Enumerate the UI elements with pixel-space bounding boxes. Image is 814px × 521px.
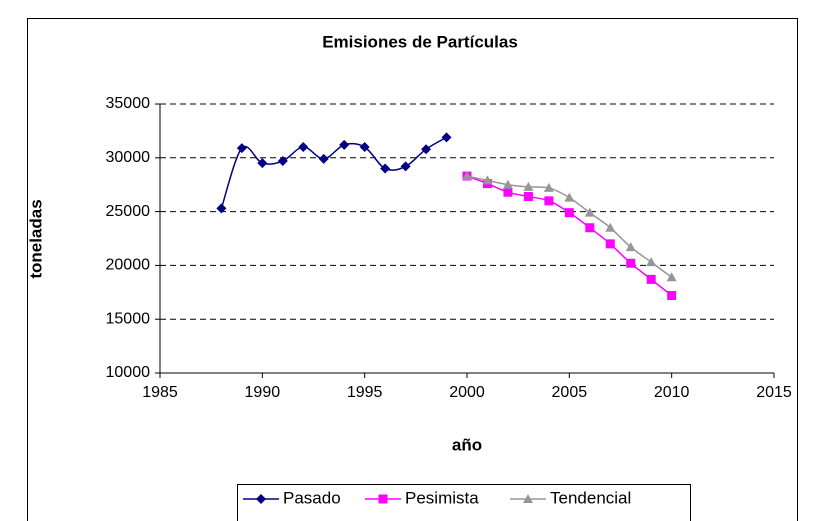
y-tick-label: 15000 [106, 310, 151, 327]
data-point [400, 161, 411, 172]
data-point [564, 192, 575, 202]
data-point [298, 142, 309, 153]
x-tick-label: 2010 [654, 384, 690, 401]
x-tick-label: 1995 [347, 384, 383, 401]
chart-frame [27, 18, 798, 521]
data-point [462, 171, 472, 181]
data-point [502, 179, 513, 189]
data-point [544, 196, 554, 206]
data-point [216, 203, 227, 214]
data-point [421, 144, 432, 155]
y-tick-label: 25000 [106, 203, 151, 220]
legend [237, 484, 691, 521]
legend-label: Pasado [283, 488, 341, 507]
data-point [277, 156, 288, 167]
data-point [503, 187, 513, 197]
data-point [441, 132, 452, 143]
y-tick-label: 10000 [106, 364, 151, 381]
data-point [646, 257, 657, 267]
y-tick-label: 35000 [106, 95, 151, 112]
legend-label: Tendencial [550, 488, 631, 507]
data-point [523, 192, 533, 202]
y-axis-label: toneladas [26, 199, 45, 278]
data-point [257, 158, 268, 169]
x-tick-label: 1985 [142, 384, 178, 401]
data-point [236, 143, 247, 154]
x-tick-label: 1990 [245, 384, 281, 401]
data-point [564, 208, 574, 218]
y-tick-label: 20000 [106, 257, 151, 274]
data-point [584, 207, 595, 217]
data-point [625, 242, 636, 252]
x-tick-label: 2005 [552, 384, 588, 401]
data-point [666, 272, 677, 282]
data-point [605, 222, 616, 232]
x-tick-label: 2000 [449, 384, 485, 401]
data-point [339, 139, 350, 150]
x-axis-label: año [452, 435, 482, 454]
data-point [626, 258, 636, 268]
data-point [646, 274, 656, 284]
legend-label: Pesimista [405, 488, 479, 507]
legend-marker [378, 494, 388, 504]
y-tick-label: 30000 [106, 149, 151, 166]
data-point [359, 142, 370, 153]
legend-marker [256, 494, 266, 504]
data-point [605, 239, 615, 249]
legend-marker [523, 494, 533, 503]
data-point [543, 182, 554, 192]
data-point [482, 175, 493, 185]
data-point [667, 291, 677, 301]
x-tick-label: 2015 [756, 384, 792, 401]
data-point [380, 163, 391, 174]
data-point [523, 181, 534, 191]
data-point [585, 223, 595, 233]
data-point [318, 153, 329, 164]
chart-title: Emisiones de Partículas [322, 32, 518, 51]
